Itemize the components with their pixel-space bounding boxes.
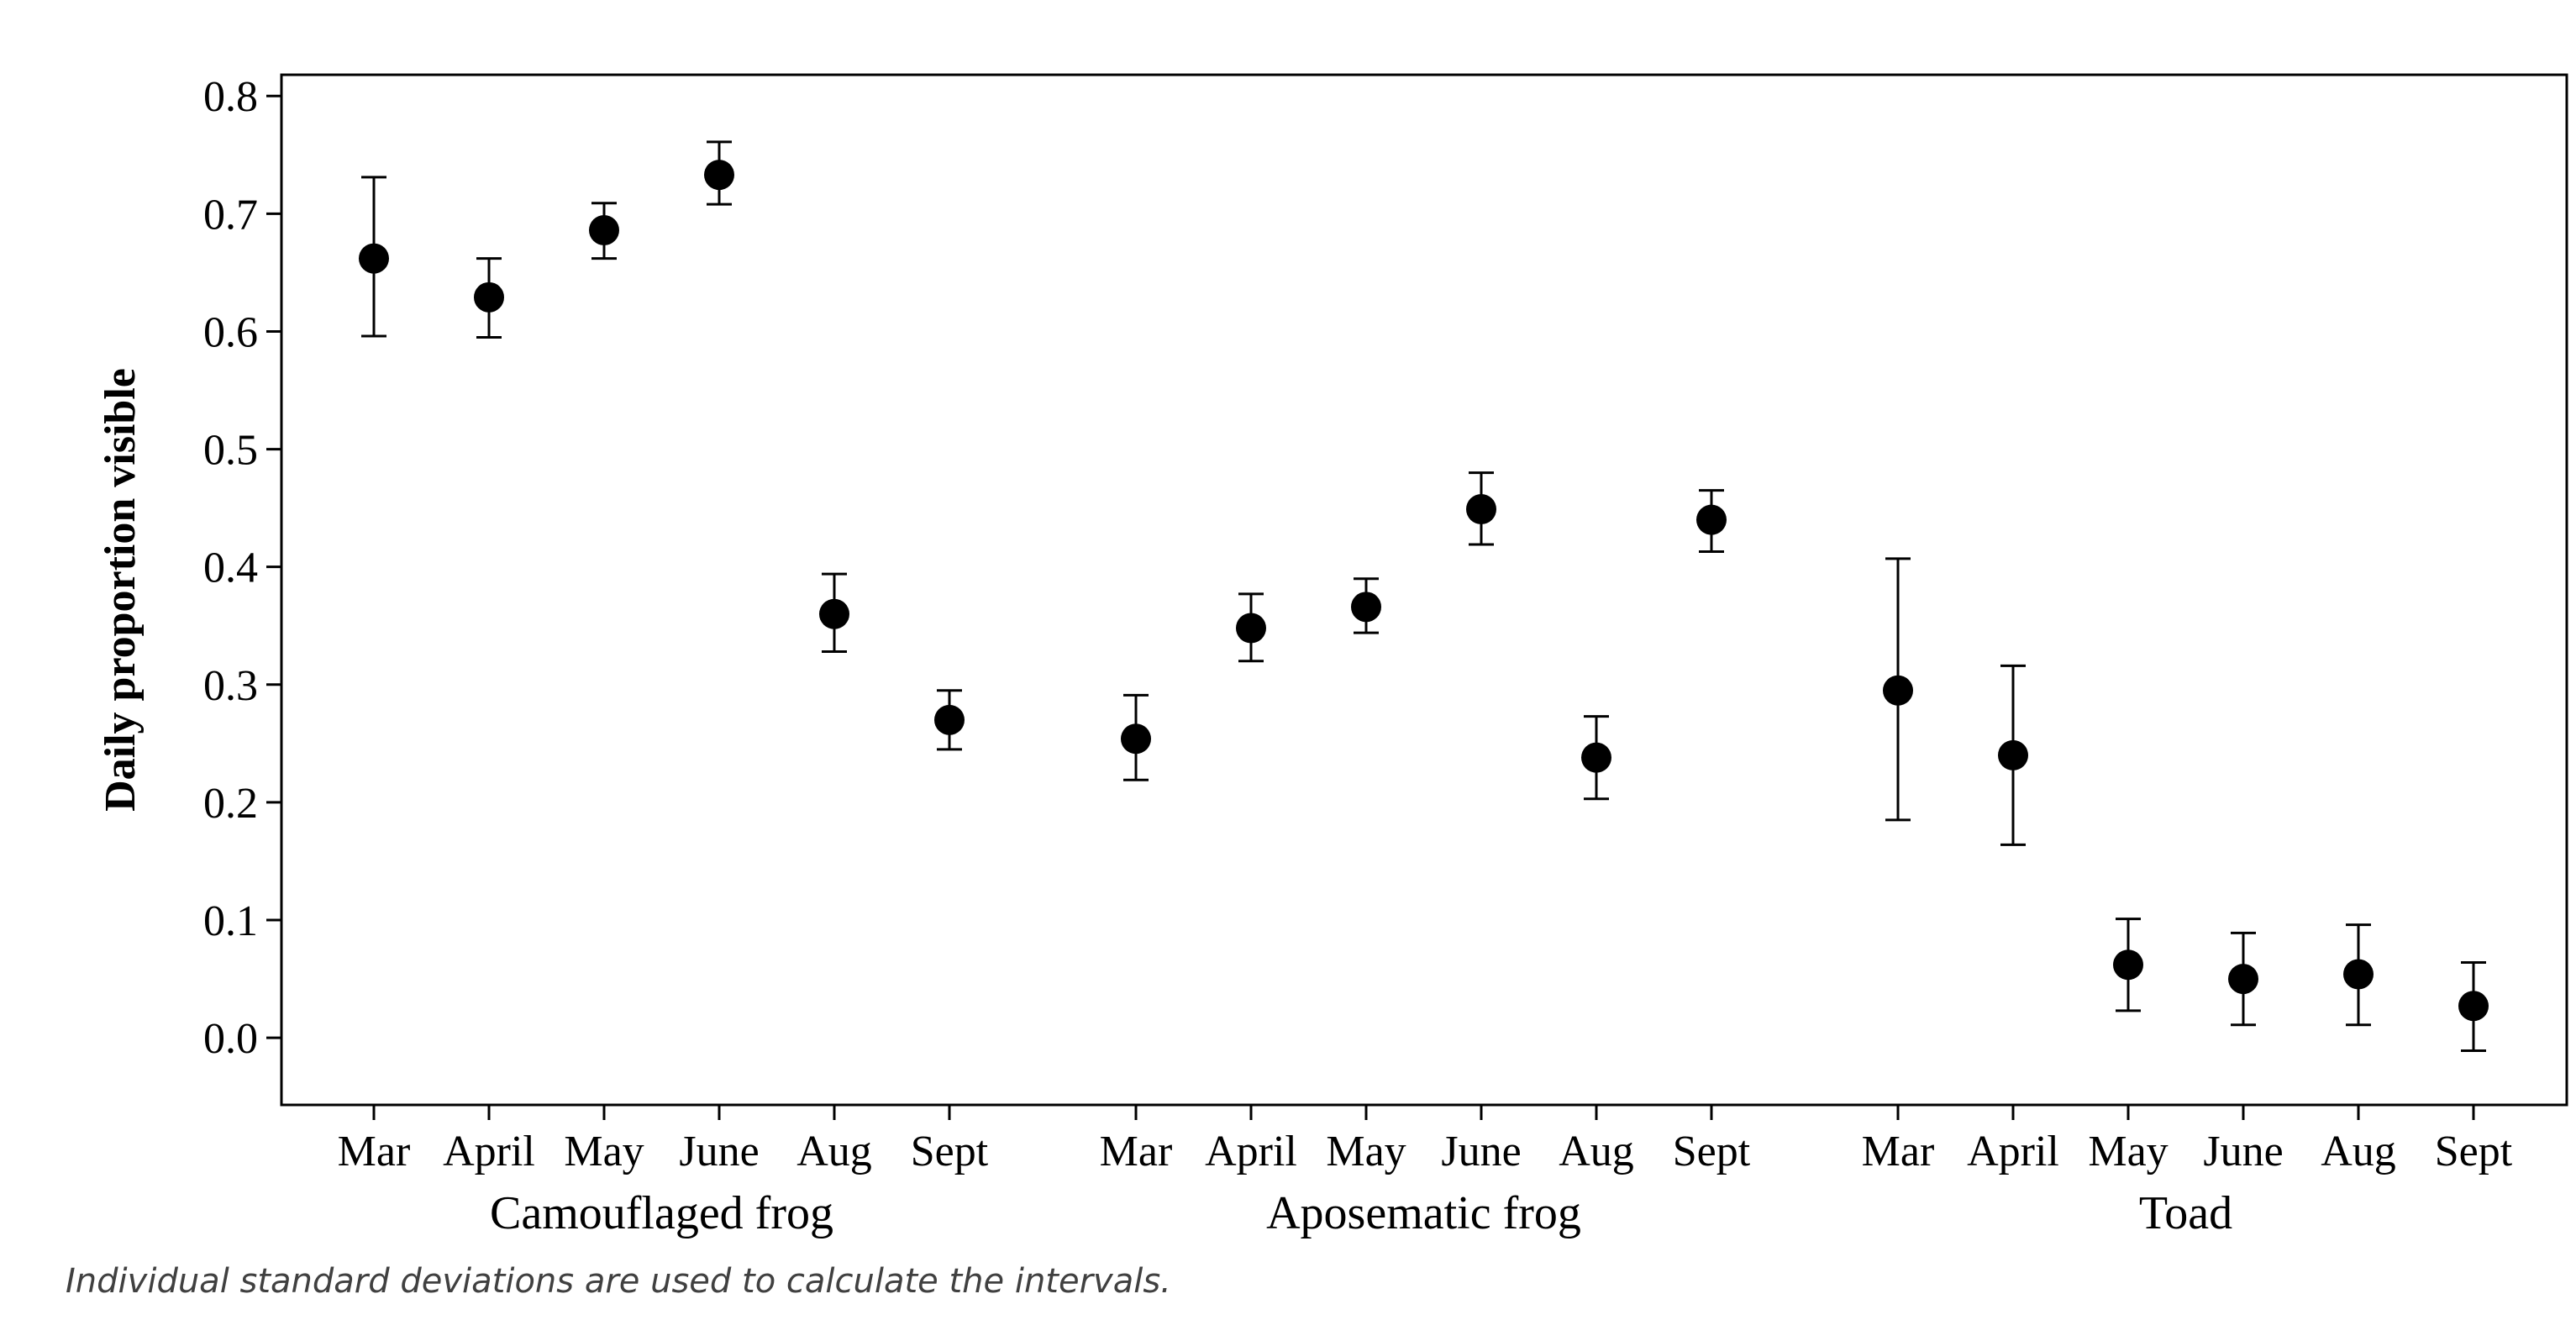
group-label: Camouflaged frog bbox=[490, 1187, 833, 1239]
data-point bbox=[2113, 949, 2143, 981]
data-point bbox=[2343, 959, 2374, 990]
group-label: Aposematic frog bbox=[1266, 1187, 1581, 1239]
data-point bbox=[2458, 991, 2489, 1022]
data-point bbox=[1351, 592, 1381, 623]
data-point bbox=[1121, 723, 1151, 755]
y-tick-label: 0.6 bbox=[203, 308, 258, 356]
data-point bbox=[589, 214, 619, 245]
footnote: Individual standard deviations are used … bbox=[66, 1262, 1171, 1301]
data-point bbox=[1696, 504, 1727, 535]
data-point bbox=[819, 598, 849, 629]
data-point bbox=[704, 160, 734, 191]
x-tick-label: May bbox=[564, 1128, 644, 1175]
y-axis-label: Daily proportion visible bbox=[97, 368, 145, 812]
data-point bbox=[1466, 494, 1496, 525]
y-tick-label: 0.3 bbox=[203, 662, 258, 710]
y-tick-label: 0.8 bbox=[203, 73, 258, 121]
x-tick-label: June bbox=[2203, 1128, 2283, 1175]
y-tick-label: 0.7 bbox=[203, 191, 258, 239]
x-tick-label: Sept bbox=[1673, 1128, 1751, 1175]
y-tick-label: 0.0 bbox=[203, 1015, 258, 1063]
x-tick-label: Sept bbox=[2435, 1128, 2513, 1175]
data-point bbox=[474, 281, 504, 313]
y-tick-label: 0.1 bbox=[203, 897, 258, 945]
x-tick-label: June bbox=[1441, 1128, 1521, 1175]
x-tick-label: Mar bbox=[338, 1128, 411, 1175]
x-tick-label: Aug bbox=[796, 1128, 872, 1175]
y-tick-label: 0.2 bbox=[203, 780, 258, 828]
x-tick-label: Mar bbox=[1862, 1128, 1935, 1175]
x-tick-label: April bbox=[1967, 1128, 2059, 1175]
x-tick-label: Mar bbox=[1100, 1128, 1173, 1175]
x-tick-label: April bbox=[443, 1128, 535, 1175]
y-tick-label: 0.5 bbox=[203, 427, 258, 475]
x-tick-label: April bbox=[1205, 1128, 1297, 1175]
x-tick-label: Aug bbox=[1559, 1128, 1634, 1175]
data-point bbox=[1581, 742, 1611, 773]
x-tick-label: Aug bbox=[2321, 1128, 2396, 1175]
y-tick-label: 0.4 bbox=[203, 544, 258, 592]
data-point bbox=[1236, 613, 1266, 644]
data-point bbox=[934, 704, 965, 735]
data-point bbox=[1998, 739, 2028, 770]
y-axis: 0.0 0.1 0.2 0.3 0.4 0.5 0.6 0.7 0.8 bbox=[203, 73, 281, 1063]
data-point bbox=[2228, 964, 2258, 995]
x-tick-label: June bbox=[679, 1128, 759, 1175]
x-tick-label: Sept bbox=[911, 1128, 989, 1175]
x-tick-label: May bbox=[2088, 1128, 2168, 1175]
group-label: Toad bbox=[2139, 1187, 2232, 1239]
data-marks bbox=[359, 140, 2489, 1053]
x-tick-label: May bbox=[1326, 1128, 1406, 1175]
x-axis: Mar April May June Aug Sept Camouflaged frog Ma… bbox=[338, 1105, 2513, 1239]
plot-frame bbox=[280, 73, 2568, 1107]
data-point bbox=[1883, 675, 1913, 706]
data-point bbox=[359, 243, 389, 274]
